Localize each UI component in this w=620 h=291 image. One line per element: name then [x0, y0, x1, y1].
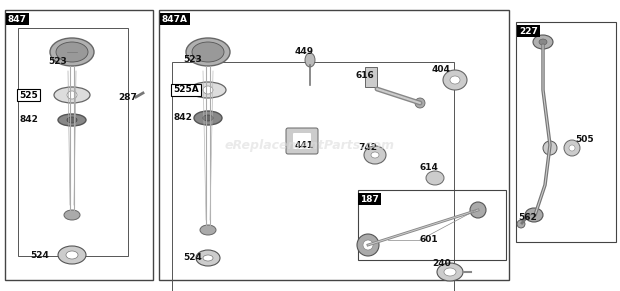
Bar: [159, 10, 509, 280]
Ellipse shape: [525, 208, 543, 222]
Ellipse shape: [426, 171, 444, 185]
Text: 524: 524: [183, 253, 202, 262]
Text: 742: 742: [358, 143, 377, 152]
Bar: [18, 28, 128, 256]
Text: 441: 441: [295, 141, 314, 150]
Ellipse shape: [470, 202, 486, 218]
Ellipse shape: [450, 76, 460, 84]
Ellipse shape: [190, 82, 226, 98]
Text: 842: 842: [20, 116, 39, 125]
Ellipse shape: [444, 268, 456, 276]
Bar: [5, 10, 153, 280]
Text: 847: 847: [8, 15, 27, 24]
Ellipse shape: [203, 255, 213, 261]
Ellipse shape: [54, 87, 90, 103]
Text: 287: 287: [118, 93, 137, 102]
Ellipse shape: [192, 42, 224, 62]
Text: 562: 562: [518, 214, 537, 223]
Ellipse shape: [539, 39, 547, 45]
Text: 616: 616: [355, 70, 374, 79]
Text: 404: 404: [432, 65, 451, 74]
Bar: [516, 22, 616, 242]
Text: 842: 842: [173, 113, 192, 123]
Ellipse shape: [56, 42, 88, 62]
Ellipse shape: [67, 117, 77, 123]
Ellipse shape: [437, 263, 463, 281]
Text: 525A: 525A: [173, 86, 199, 95]
Text: 505: 505: [575, 136, 593, 145]
Text: 523: 523: [183, 54, 202, 63]
Ellipse shape: [569, 145, 575, 151]
Ellipse shape: [194, 111, 222, 125]
Ellipse shape: [364, 146, 386, 164]
Ellipse shape: [203, 86, 213, 94]
Bar: [172, 62, 454, 291]
Text: 240: 240: [432, 258, 451, 267]
Ellipse shape: [543, 141, 557, 155]
Ellipse shape: [66, 251, 78, 259]
Ellipse shape: [64, 210, 80, 220]
FancyBboxPatch shape: [286, 128, 318, 154]
Ellipse shape: [371, 152, 379, 158]
Text: 187: 187: [360, 194, 379, 203]
Ellipse shape: [415, 98, 425, 108]
Text: 847A: 847A: [162, 15, 188, 24]
Text: 523: 523: [48, 56, 67, 65]
Bar: [365, 67, 377, 87]
Text: 227: 227: [519, 26, 538, 36]
Text: 614: 614: [420, 164, 439, 173]
Ellipse shape: [58, 114, 86, 126]
Text: 525: 525: [19, 91, 38, 100]
Ellipse shape: [67, 91, 77, 99]
Ellipse shape: [357, 234, 379, 256]
Text: eReplacementParts.com: eReplacementParts.com: [225, 139, 395, 152]
Ellipse shape: [186, 38, 230, 66]
Ellipse shape: [517, 220, 525, 228]
Ellipse shape: [564, 140, 580, 156]
Ellipse shape: [200, 225, 216, 235]
Ellipse shape: [305, 53, 315, 67]
Ellipse shape: [533, 35, 553, 49]
FancyBboxPatch shape: [293, 133, 311, 149]
Text: 524: 524: [30, 251, 49, 260]
Ellipse shape: [196, 250, 220, 266]
Bar: [358, 190, 506, 260]
Ellipse shape: [50, 38, 94, 66]
Ellipse shape: [363, 240, 373, 250]
Ellipse shape: [58, 246, 86, 264]
Ellipse shape: [443, 70, 467, 90]
Text: 601: 601: [420, 235, 438, 244]
Text: 449: 449: [295, 47, 314, 56]
Ellipse shape: [203, 115, 213, 121]
